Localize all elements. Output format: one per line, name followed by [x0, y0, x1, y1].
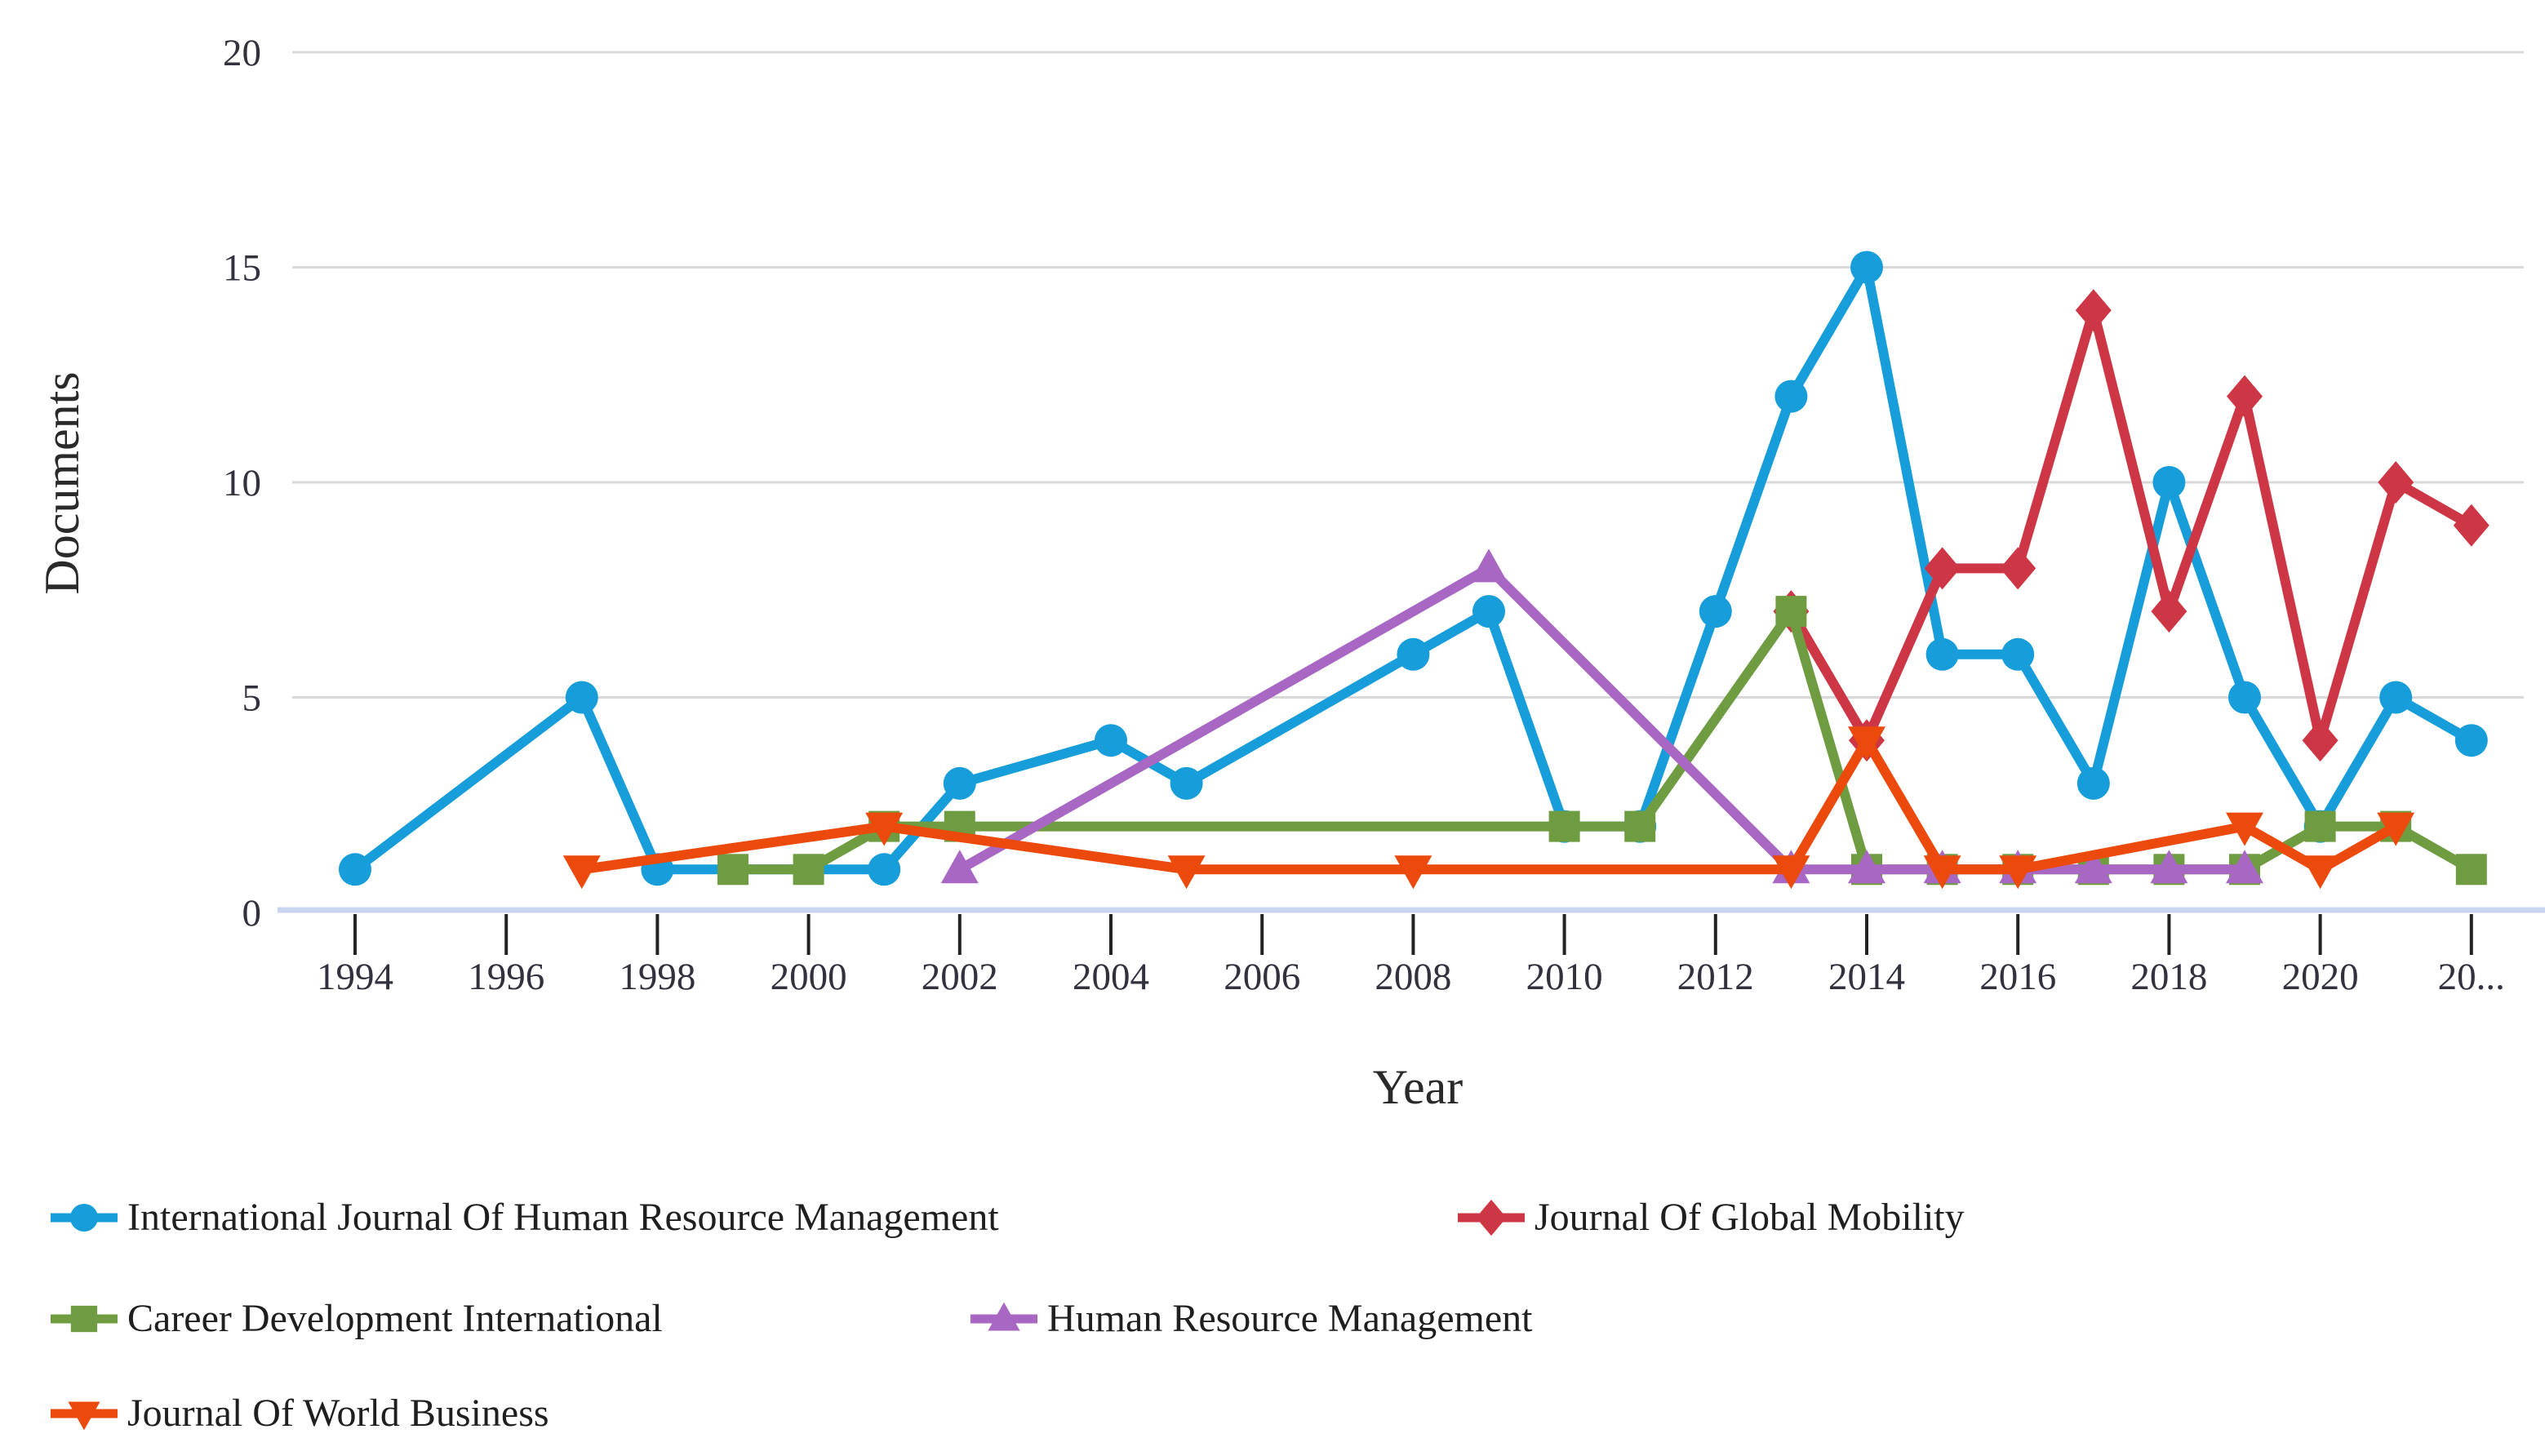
- data-point-2017-3: [2076, 766, 2110, 800]
- x-tick-label-2006: 2006: [1224, 956, 1300, 998]
- x-tick-label-2020: 2020: [2282, 956, 2359, 998]
- y-tick-label-15: 15: [223, 247, 261, 290]
- x-tick-label-2002: 2002: [922, 956, 998, 998]
- data-point-2022-9: [2453, 504, 2489, 547]
- data-point-2015-6: [1925, 637, 1959, 671]
- data-point-1999-1: [717, 854, 748, 886]
- y-tick-label-20: 20: [223, 32, 261, 74]
- x-tick-label-2000: 2000: [771, 956, 847, 998]
- data-point-2021-10: [2378, 461, 2414, 504]
- data-point-2001-1: [868, 853, 901, 886]
- data-point-2018-1: [2150, 850, 2188, 884]
- x-tick-label-2014: 2014: [1828, 956, 1905, 998]
- data-point-2008-1: [1394, 855, 1432, 890]
- data-point-2013-7: [1775, 596, 1807, 628]
- data-point-2014-4: [1848, 726, 1885, 761]
- data-point-2008-6: [1397, 637, 1430, 671]
- data-point-2019-12: [2227, 375, 2263, 418]
- data-point-2020-4: [2302, 719, 2338, 762]
- data-point-2009-7: [1472, 595, 1505, 628]
- x-axis-title: Year: [1373, 1060, 1463, 1114]
- data-point-2018-10: [2152, 466, 2186, 499]
- y-tick-label-10: 10: [223, 462, 261, 504]
- x-tick-label-1994: 1994: [317, 956, 393, 998]
- data-point-2016-8: [2000, 547, 2036, 590]
- data-point-1997-1: [562, 855, 601, 890]
- data-point-2018-7: [2151, 590, 2187, 633]
- data-point-2020-2: [2304, 810, 2336, 842]
- data-point-2014-1: [1848, 850, 1885, 884]
- x-tick-label-20...: 20...: [2438, 956, 2505, 998]
- data-point-2013-1: [1772, 855, 1810, 890]
- data-point-2012-7: [1699, 595, 1732, 628]
- data-point-2019-2: [2226, 812, 2263, 846]
- series-4: [940, 548, 2263, 884]
- data-point-2022-1: [2455, 854, 2487, 886]
- data-point-2019-5: [2228, 681, 2261, 714]
- data-point-2016-6: [2001, 637, 2035, 671]
- data-point-2015-1: [1923, 855, 1961, 890]
- data-point-2009-8: [1470, 548, 1508, 583]
- x-tick-label-1998: 1998: [619, 956, 695, 998]
- data-point-2004-4: [1095, 724, 1127, 757]
- data-point-2005-1: [1167, 855, 1206, 890]
- series-1: [339, 251, 2488, 886]
- x-tick-label-2016: 2016: [1979, 956, 2056, 998]
- data-point-1994-1: [339, 853, 371, 886]
- series-layer: [339, 251, 2489, 890]
- data-point-2017-1: [2074, 850, 2112, 884]
- data-point-2000-1: [793, 854, 824, 886]
- series-5: [562, 726, 2415, 890]
- y-tick-label-0: 0: [242, 892, 262, 934]
- data-point-2005-3: [1170, 766, 1203, 800]
- data-point-2021-2: [2377, 812, 2415, 846]
- data-point-2013-12: [1774, 380, 1808, 413]
- x-tick-label-2004: 2004: [1073, 956, 1149, 998]
- data-point-2017-14: [2075, 289, 2112, 332]
- data-point-2015-8: [1924, 547, 1961, 590]
- data-point-2019-1: [2226, 850, 2263, 884]
- series-line-2: [1786, 305, 2476, 746]
- data-point-1997-5: [565, 681, 598, 714]
- y-axis-title: Documents: [35, 371, 89, 594]
- data-point-2021-5: [2379, 681, 2413, 714]
- data-point-2001-2: [865, 812, 904, 846]
- x-tick-label-2010: 2010: [1526, 956, 1603, 998]
- data-point-2020-1: [2301, 855, 2339, 890]
- x-tick-label-2018: 2018: [2130, 956, 2207, 998]
- data-point-2002-3: [943, 766, 976, 800]
- data-point-2014-15: [1850, 251, 1883, 284]
- grid-layer: 1994 1996 1998 2000 2002 2004 2006 2008 2010 2012…: [223, 32, 2545, 998]
- data-point-2002-1: [940, 850, 979, 884]
- y-tick-label-5: 5: [242, 677, 262, 720]
- data-point-2010-2: [1548, 810, 1580, 842]
- x-tick-label-2012: 2012: [1677, 956, 1754, 998]
- data-point-2022-4: [2454, 724, 2488, 757]
- data-point-2016-1: [1999, 855, 2037, 890]
- x-tick-label-2008: 2008: [1375, 956, 1451, 998]
- x-tick-label-1996: 1996: [468, 956, 544, 998]
- data-point-2011-2: [1624, 810, 1656, 842]
- series-line-5: [576, 735, 2401, 875]
